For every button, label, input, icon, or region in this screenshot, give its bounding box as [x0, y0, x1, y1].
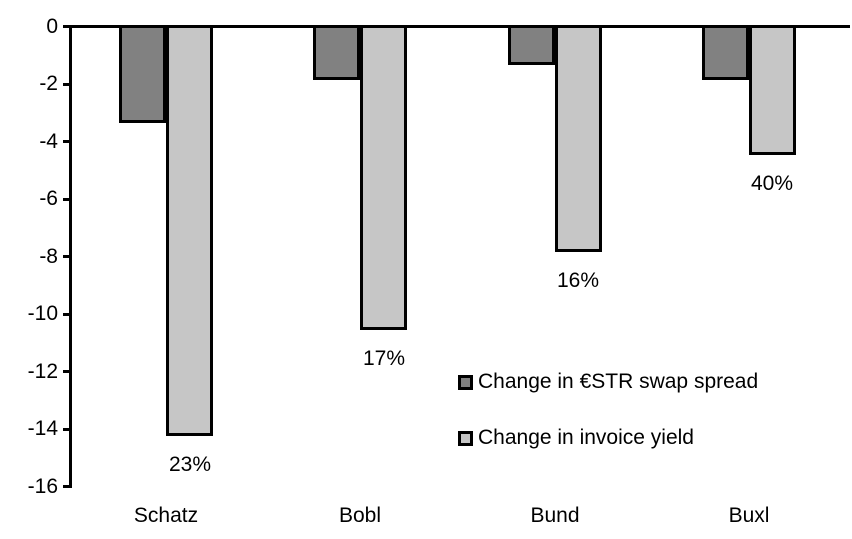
- bar-buxl-swap-spread: [702, 25, 749, 80]
- legend-marker-invoice-yield-icon: [458, 430, 473, 446]
- y-axis-tick: [63, 25, 72, 28]
- legend-label: Change in invoice yield: [478, 426, 694, 449]
- legend-item-swap-spread: Change in €STR swap spread: [458, 371, 758, 393]
- y-axis-tick-label: -12: [27, 359, 58, 383]
- x-axis-zero-line: [69, 25, 850, 28]
- category-label-schatz: Schatz: [133, 504, 199, 527]
- y-axis-tick-label: -2: [39, 72, 58, 95]
- data-label-buxl: 40%: [750, 172, 794, 195]
- bar-bobl-swap-spread: [313, 25, 360, 80]
- legend-item-invoice-yield: Change in invoice yield: [458, 427, 694, 449]
- y-axis-tick-label: -8: [39, 244, 58, 268]
- y-axis-tick: [63, 82, 72, 86]
- bar-schatz-invoice-yield: [166, 25, 213, 436]
- bar-buxl-invoice-yield: [749, 25, 796, 155]
- legend-marker-swap-spread-icon: [458, 374, 473, 390]
- category-label-buxl: Buxl: [728, 504, 770, 527]
- y-axis-tick-label: -4: [39, 129, 58, 153]
- y-axis-tick: [63, 485, 72, 488]
- y-axis-tick: [63, 140, 72, 143]
- y-axis-tick: [63, 312, 72, 316]
- data-label-bobl: 17%: [362, 347, 406, 370]
- y-axis-tick-label: -16: [27, 474, 58, 498]
- bar-schatz-swap-spread: [119, 25, 166, 123]
- legend-label: Change in €STR swap spread: [478, 370, 759, 393]
- y-axis-tick: [63, 427, 72, 431]
- y-axis-tick-label: 0: [46, 14, 58, 38]
- y-axis-tick: [63, 255, 72, 258]
- data-label-schatz: 23%: [168, 453, 212, 476]
- data-label-bund: 16%: [556, 269, 600, 292]
- category-label-bund: Bund: [530, 504, 580, 527]
- y-axis-tick-label: -10: [27, 302, 58, 325]
- y-axis-tick-label: -6: [39, 187, 58, 210]
- category-label-bobl: Bobl: [338, 504, 382, 527]
- bar-bund-swap-spread: [508, 25, 555, 65]
- y-axis-tick: [63, 370, 72, 373]
- y-axis-tick-label: -14: [27, 417, 58, 440]
- y-axis-tick: [63, 197, 72, 201]
- bar-bund-invoice-yield: [555, 25, 602, 252]
- bar-bobl-invoice-yield: [360, 25, 407, 330]
